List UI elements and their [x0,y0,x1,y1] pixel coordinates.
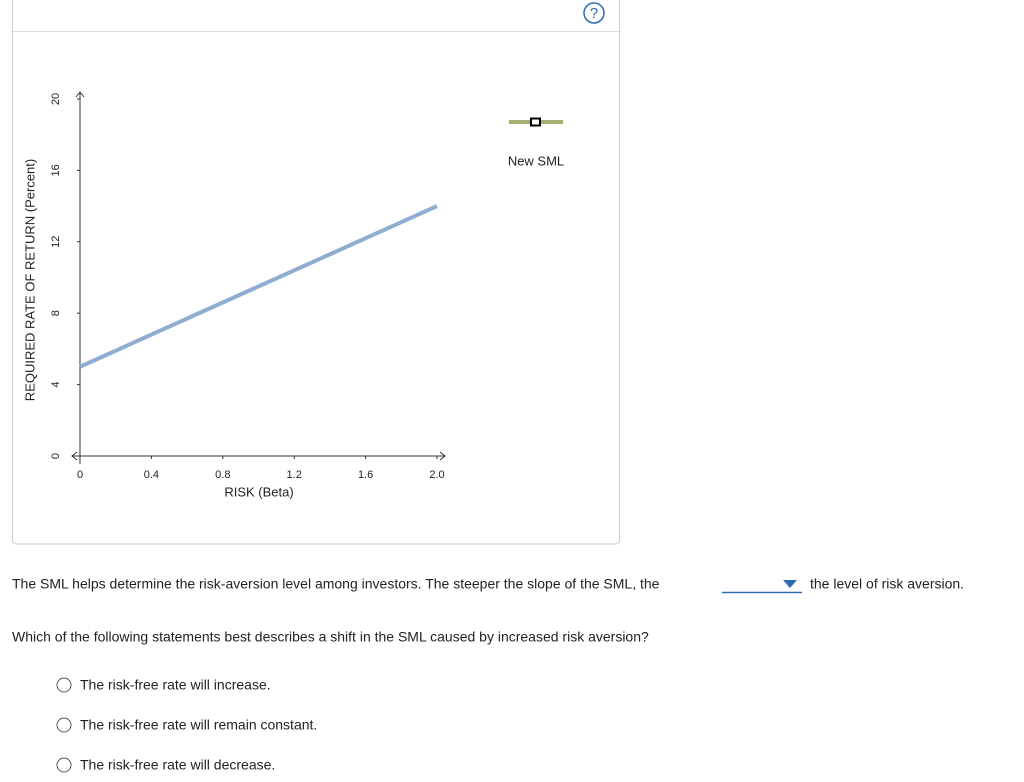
sml-line [79,204,438,369]
y-tick-label: 16 [50,164,62,176]
y-tick-label: 4 [50,382,62,388]
y-tick-label: 0 [50,453,62,459]
question-text: Which of the following statements best d… [12,629,649,645]
y-tick-label: 8 [50,310,62,316]
y-tick-label: 20 [50,93,62,105]
y-axis-label: REQUIRED RATE OF RETURN (Percent) [22,159,37,401]
option-label: The risk-free rate will decrease. [80,757,275,773]
tool-handle[interactable] [530,117,541,127]
statement-text-end: the level of risk aversion. [810,576,964,592]
option-label: The risk-free rate will increase. [80,677,271,693]
x-axis-label: RISK (Beta) [224,484,293,499]
dropdown-arrow[interactable] [783,580,797,588]
x-tick-label: 2.0 [429,469,444,481]
help-label: ? [590,5,598,22]
chart-panel [12,0,620,545]
radio-button[interactable] [56,677,72,693]
y-axis [75,91,85,464]
x-tick-label: 1.6 [358,469,373,481]
y-tick-label: 12 [50,236,62,248]
x-axis [71,451,446,461]
radio-button[interactable] [56,757,72,773]
help-icon[interactable] [583,2,605,24]
x-tick-label: 1.2 [287,469,302,481]
x-tick-label: 0.4 [144,469,159,481]
x-tick-label: 0 [77,469,83,481]
statement-text: The SML helps determine the risk-aversio… [12,576,660,592]
option-label: The risk-free rate will remain constant. [80,717,317,733]
tool-label: New SML [508,153,564,168]
x-tick-label: 0.8 [215,469,230,481]
radio-button[interactable] [56,717,72,733]
